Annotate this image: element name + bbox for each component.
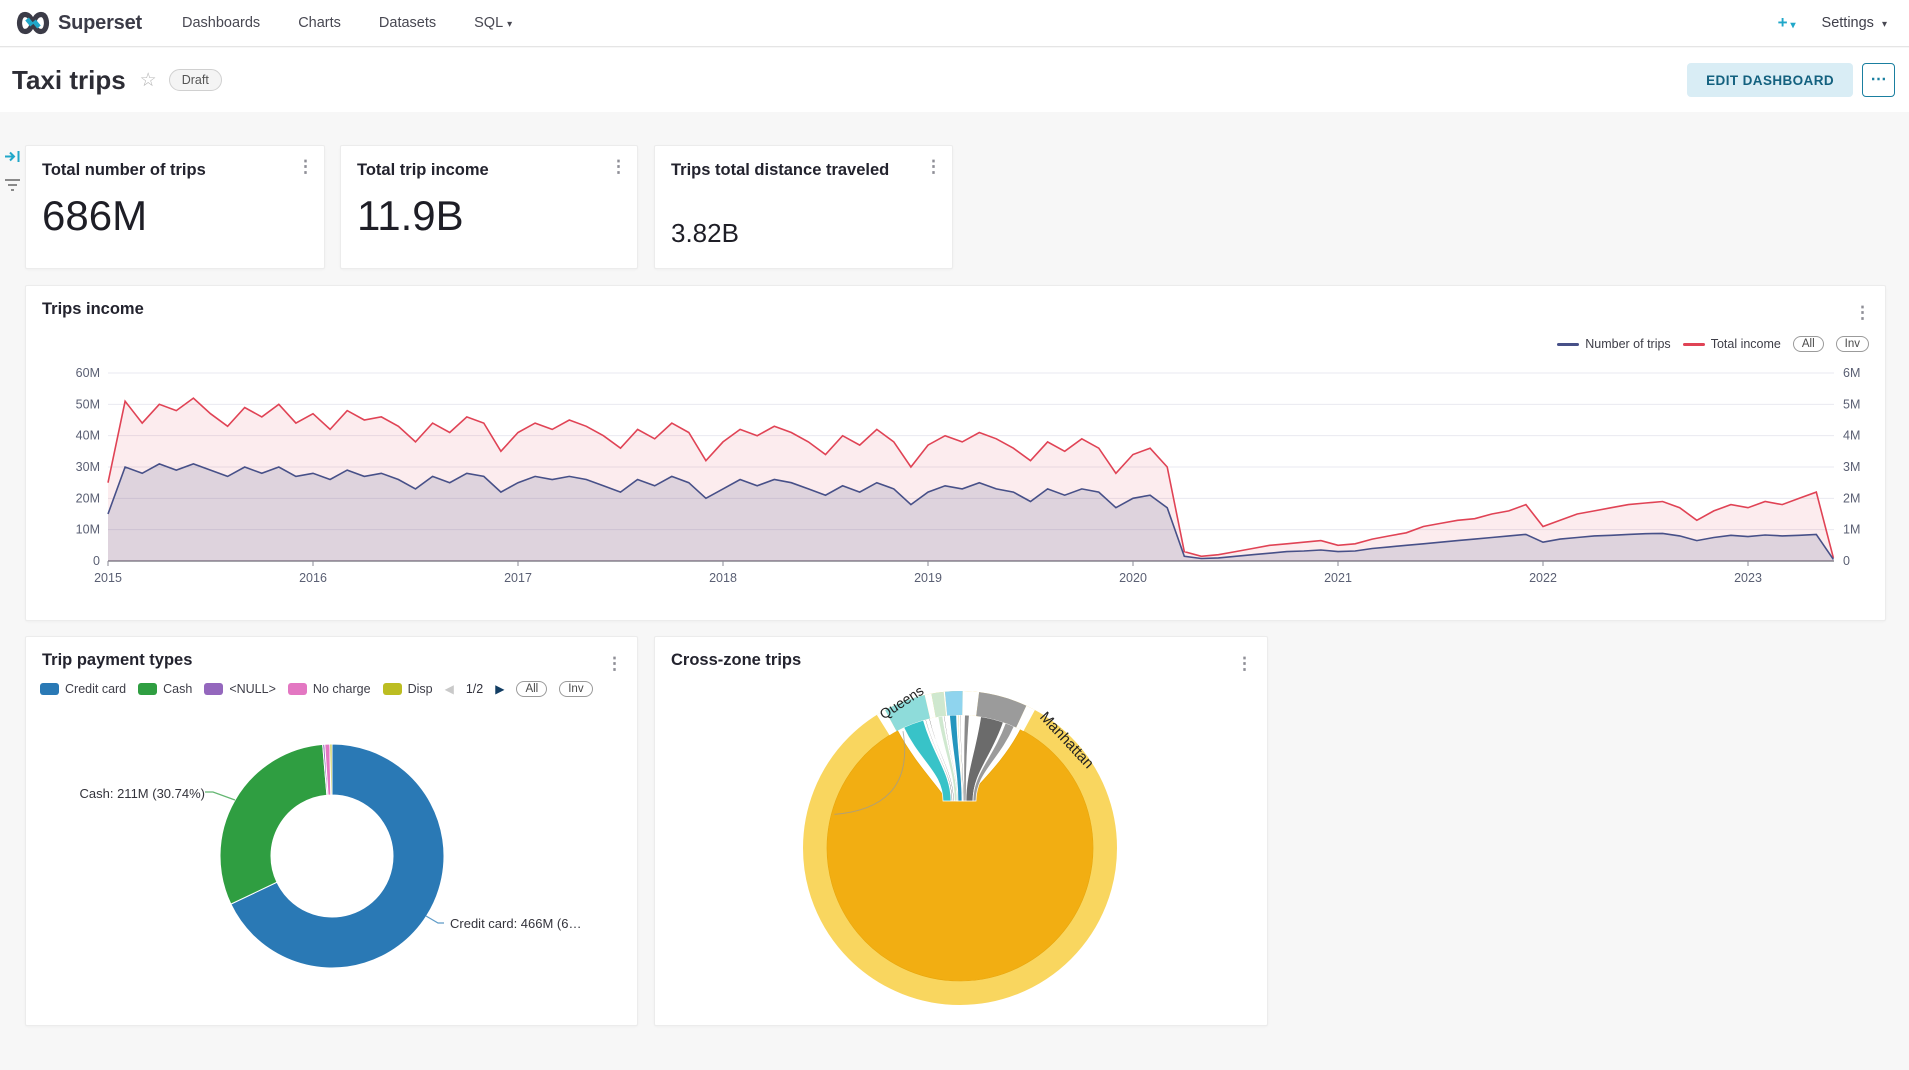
favorite-star-icon[interactable]: ☆ <box>139 69 157 91</box>
kpi-value: 686M <box>42 192 148 239</box>
dashboard-more-button[interactable]: ⋯ <box>1862 63 1895 97</box>
svg-text:30M: 30M <box>76 460 100 474</box>
donut-label-cash: Cash: 211M (30.74%) <box>79 786 206 801</box>
status-badge: Draft <box>168 69 222 91</box>
legend-swatch <box>1682 342 1705 346</box>
svg-text:2020: 2020 <box>1119 571 1147 585</box>
cross-zone-card: Queens Manhattan Cross-zone trips ⋮ <box>654 636 1268 1026</box>
svg-text:2M: 2M <box>1843 491 1860 505</box>
nav-item-dashboards[interactable]: Dashboards <box>182 15 261 31</box>
payment-types-card: Trip payment types ⋮ Credit card Cash <N… <box>25 636 638 1026</box>
kpi-value: 3.82B <box>671 218 739 248</box>
legend-inv-button[interactable]: Inv <box>1835 336 1869 352</box>
svg-text:60M: 60M <box>76 366 100 380</box>
trips-income-card: Trips income ⋮ Number of trips Total inc… <box>25 285 1886 621</box>
legend-page-indicator: 1/2 <box>465 682 484 696</box>
legend-swatch <box>287 683 307 695</box>
legend-swatch <box>204 683 224 695</box>
kpi-card-total-distance: Trips total distance traveled ⋮ 3.82B <box>654 145 953 269</box>
legend-item-dispute[interactable]: Disp <box>382 682 433 696</box>
nav-item-datasets[interactable]: Datasets <box>378 15 437 31</box>
new-item-button[interactable]: + ▾ <box>1777 13 1796 32</box>
legend-swatch <box>40 683 59 695</box>
chart-title: Trips income <box>42 300 144 318</box>
kebab-menu-icon[interactable]: ⋮ <box>297 157 314 176</box>
trips-income-chart[interactable]: 2015 2016 2017 2018 2019 2020 2021 2022 2023 0 10M… <box>26 286 1885 620</box>
payment-types-donut-chart[interactable] <box>26 637 639 1025</box>
svg-text:2021: 2021 <box>1324 571 1352 585</box>
kebab-menu-icon[interactable]: ⋮ <box>1854 303 1871 322</box>
trips-income-legend: Number of trips Total income All Inv <box>1557 336 1869 352</box>
svg-text:20M: 20M <box>76 491 100 505</box>
chart-title: Cross-zone trips <box>671 651 802 669</box>
svg-text:10M: 10M <box>76 523 100 537</box>
svg-text:6M: 6M <box>1843 366 1860 380</box>
top-navbar: Superset Dashboards Charts Datasets SQL ▾… <box>0 0 1909 47</box>
legend-item-number-of-trips[interactable]: Number of trips <box>1557 337 1671 351</box>
kpi-card-total-trips: Total number of trips ⋮ 686M <box>25 145 325 269</box>
legend-item-cash[interactable]: Cash <box>138 682 192 696</box>
legend-swatch <box>1557 342 1580 346</box>
kpi-title: Trips total distance traveled <box>671 161 890 179</box>
svg-text:2018: 2018 <box>709 571 737 585</box>
svg-text:3M: 3M <box>1843 460 1860 474</box>
kebab-menu-icon[interactable]: ⋮ <box>606 654 623 673</box>
svg-text:50M: 50M <box>76 397 100 411</box>
svg-text:2017: 2017 <box>504 571 532 585</box>
svg-text:2015: 2015 <box>94 571 122 585</box>
kebab-menu-icon[interactable]: ⋮ <box>925 157 942 176</box>
kpi-value: 11.9B <box>357 192 464 239</box>
legend-item-null[interactable]: <NULL> <box>204 682 276 696</box>
legend-item-total-income[interactable]: Total income <box>1682 337 1781 351</box>
expand-filter-bar-icon[interactable] <box>4 148 21 165</box>
svg-text:2022: 2022 <box>1529 571 1557 585</box>
payment-types-legend: Credit card Cash <NULL> No charge Disp ◀… <box>40 681 593 697</box>
legend-item-no-charge[interactable]: No charge <box>287 682 371 696</box>
legend-next-page-icon[interactable]: ▶ <box>495 682 505 696</box>
svg-text:5M: 5M <box>1843 397 1860 411</box>
legend-item-credit-card[interactable]: Credit card <box>40 682 126 696</box>
nav-item-charts[interactable]: Charts <box>298 15 341 31</box>
donut-label-credit-card: Credit card: 466M (6… <box>450 916 582 931</box>
legend-all-button[interactable]: All <box>1792 336 1824 352</box>
legend-swatch <box>382 683 402 695</box>
kebab-menu-icon[interactable]: ⋮ <box>610 157 627 176</box>
edit-dashboard-button[interactable]: EDIT DASHBOARD <box>1687 63 1853 97</box>
svg-text:4M: 4M <box>1843 429 1860 443</box>
kebab-menu-icon[interactable]: ⋮ <box>1236 654 1253 673</box>
svg-text:0: 0 <box>1843 554 1850 568</box>
legend-prev-page-icon[interactable]: ◀ <box>444 682 454 696</box>
nav-item-sql[interactable]: SQL ▾ <box>474 15 513 31</box>
nav-right: + ▾ Settings ▾ <box>1778 13 1887 33</box>
nav-menu: Dashboards Charts Datasets SQL ▾ <box>182 15 512 31</box>
svg-text:40M: 40M <box>76 429 100 443</box>
kpi-title: Total trip income <box>357 161 489 179</box>
chart-title: Trip payment types <box>42 651 193 669</box>
chevron-down-icon: ▾ <box>1790 20 1796 31</box>
svg-text:2019: 2019 <box>914 571 942 585</box>
chevron-down-icon: ▾ <box>507 19 513 30</box>
filter-icon[interactable] <box>4 176 21 193</box>
chevron-down-icon: ▾ <box>1881 19 1887 30</box>
svg-text:2016: 2016 <box>299 571 327 585</box>
legend-inv-button[interactable]: Inv <box>559 681 593 697</box>
page-title: Taxi trips <box>12 64 126 95</box>
svg-text:0: 0 <box>93 554 100 568</box>
dashboard-header: Taxi trips ☆ Draft EDIT DASHBOARD ⋯ <box>0 48 1909 112</box>
legend-all-button[interactable]: All <box>516 681 548 697</box>
superset-logo[interactable]: Superset <box>16 11 142 35</box>
superset-logo-icon <box>16 11 50 35</box>
kpi-card-trip-income: Total trip income ⋮ 11.9B <box>340 145 638 269</box>
svg-text:2023: 2023 <box>1734 571 1762 585</box>
settings-menu[interactable]: Settings ▾ <box>1821 15 1887 31</box>
filter-bar-collapsed <box>0 112 24 1070</box>
legend-swatch <box>138 683 158 695</box>
kpi-title: Total number of trips <box>42 161 206 179</box>
svg-text:1M: 1M <box>1843 523 1860 537</box>
brand-name: Superset <box>58 11 142 34</box>
